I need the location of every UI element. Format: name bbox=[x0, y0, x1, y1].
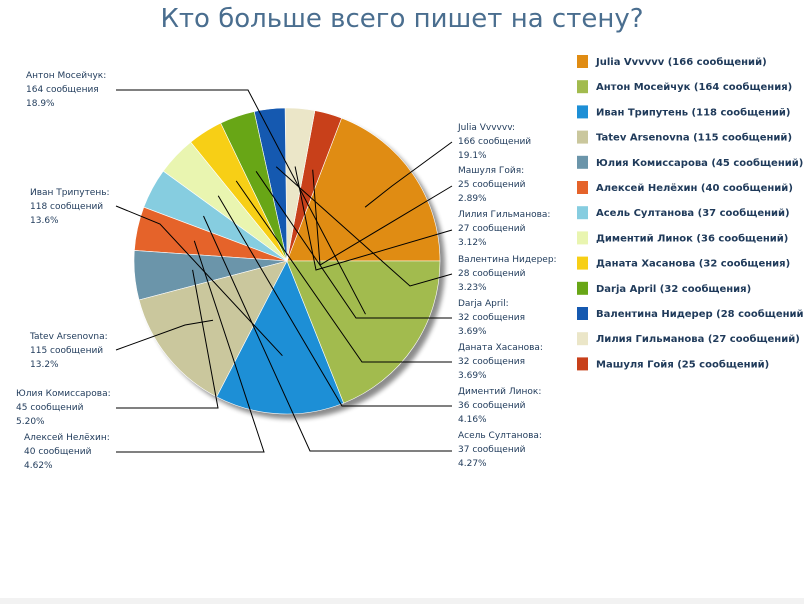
data-label-валентина-нидерер: Валентина Нидерер: bbox=[458, 255, 557, 265]
data-label-диментий-линок: Диментий Линок: bbox=[458, 387, 541, 397]
data-label-алексей-нелёхин: 40 сообщений bbox=[24, 447, 92, 457]
legend-swatch-алексей-нелёхин bbox=[577, 181, 588, 194]
data-label-асель-султанова: 4.27% bbox=[458, 459, 487, 469]
leader-line-даната-хасанова bbox=[235, 180, 452, 363]
data-label-валентина-нидерер: 3.23% bbox=[458, 283, 487, 293]
legend-item-валентина-нидерер: Валентина Нидерер (28 сообщений) bbox=[596, 308, 804, 320]
legend-item-асель-султанова: Асель Султанова (37 сообщений) bbox=[596, 207, 790, 219]
leader-line-иван-трипутень bbox=[115, 205, 283, 357]
data-label-julia-vvvvvv: 19.1% bbox=[458, 151, 487, 161]
data-label-лилия-гильманова: 27 сообщений bbox=[458, 224, 526, 234]
legend-swatch-машуля-гойя bbox=[577, 357, 588, 371]
data-label-алексей-нелёхин: 4.62% bbox=[24, 461, 53, 471]
data-label-юлия-комиссарова: Юлия Комиссарова: bbox=[16, 389, 111, 399]
data-label-julia-vvvvvv: Julia Vvvvvv: bbox=[457, 123, 515, 133]
legend-swatch-валентина-нидерер bbox=[577, 307, 588, 320]
data-label-лилия-гильманова: Лилия Гильманова: bbox=[458, 210, 550, 220]
data-label-julia-vvvvvv: 166 сообщений bbox=[458, 137, 531, 147]
data-label-tatev-arsenovna: 13.2% bbox=[30, 360, 59, 370]
data-label-darja-april: 3.69% bbox=[458, 327, 487, 337]
chart-title: Кто больше всего пишет на стену? bbox=[160, 4, 644, 34]
legend-item-даната-хасанова: Даната Хасанова (32 сообщения) bbox=[596, 258, 790, 270]
bottom-bar bbox=[0, 598, 804, 604]
leader-line-юлия-комиссарова bbox=[116, 269, 219, 409]
legend-swatch-юлия-комиссарова bbox=[577, 155, 588, 169]
legend-swatch-иван-трипутень bbox=[577, 105, 588, 119]
leader-line-антон-мосейчук bbox=[116, 89, 366, 315]
leader-line-валентина-нидерер bbox=[275, 166, 453, 287]
legend-item-алексей-нелёхин: Алексей Нелёхин (40 сообщений) bbox=[596, 182, 793, 194]
data-label-darja-april: 32 сообщения bbox=[458, 313, 525, 323]
data-label-лилия-гильманова: 3.12% bbox=[458, 238, 487, 248]
legend-swatch-асель-султанова bbox=[577, 206, 588, 220]
legend-item-машуля-гойя: Машуля Гойя (25 сообщений) bbox=[596, 358, 769, 370]
legend-swatch-антон-мосейчук bbox=[577, 80, 588, 94]
data-label-даната-хасанова: Даната Хасанова: bbox=[458, 343, 543, 353]
data-label-tatev-arsenovna: Tatev Arsenovna: bbox=[29, 332, 108, 342]
legend-item-tatev-arsenovna: Tatev Arsenovna (115 сообщений) bbox=[596, 132, 792, 144]
leader-line-darja-april bbox=[255, 171, 452, 319]
leader-line-tatev-arsenovna bbox=[115, 319, 214, 351]
legend-item-иван-трипутень: Иван Трипутень (118 сообщений) bbox=[596, 106, 790, 118]
pie-slice-julia-vvvvvv bbox=[286, 117, 441, 262]
data-label-антон-мосейчук: 164 сообщения bbox=[26, 85, 99, 95]
data-label-диментий-линок: 36 сообщений bbox=[458, 401, 526, 411]
legend-item-антон-мосейчук: Антон Мосейчук (164 сообщения) bbox=[596, 81, 792, 93]
leader-line-диментий-линок bbox=[217, 195, 452, 407]
legend-item-julia-vvvvvv: Julia Vvvvvv (166 сообщений) bbox=[595, 56, 767, 68]
data-label-darja-april: Darja April: bbox=[458, 299, 509, 309]
pie-slice-иван-трипутень bbox=[216, 260, 345, 415]
data-label-машуля-гойя: 25 сообщений bbox=[458, 180, 526, 190]
leader-line-julia-vvvvvv bbox=[364, 141, 453, 208]
legend-swatch-даната-хасанова bbox=[577, 256, 588, 270]
data-label-асель-султанова: Асель Султанова: bbox=[458, 431, 542, 441]
data-label-даната-хасанова: 32 сообщения bbox=[458, 357, 525, 367]
data-label-юлия-комиссарова: 45 сообщений bbox=[16, 403, 84, 413]
legend-item-darja-april: Darja April (32 сообщения) bbox=[596, 283, 751, 295]
legend-item-лилия-гильманова: Лилия Гильманова (27 сообщений) bbox=[596, 333, 800, 345]
legend-swatch-tatev-arsenovna bbox=[577, 130, 588, 144]
legend-item-диментий-линок: Диментий Линок (36 сообщений) bbox=[596, 232, 788, 244]
leader-line-алексей-нелёхин bbox=[116, 240, 265, 453]
leader-line-лилия-гильманова bbox=[294, 166, 453, 271]
legend-swatch-julia-vvvvvv bbox=[577, 55, 588, 68]
data-label-машуля-гойя: Машуля Гойя: bbox=[458, 166, 524, 176]
data-label-антон-мосейчук: 18.9% bbox=[26, 99, 55, 109]
data-label-валентина-нидерер: 28 сообщений bbox=[458, 269, 526, 279]
legend-swatch-лилия-гильманова bbox=[577, 332, 588, 346]
legend-swatch-darja-april bbox=[577, 281, 588, 295]
leader-line-асель-султанова bbox=[203, 215, 452, 452]
data-label-иван-трипутень: 13.6% bbox=[30, 216, 59, 226]
data-label-юлия-комиссарова: 5.20% bbox=[16, 417, 45, 427]
legend-swatch-диментий-линок bbox=[577, 231, 588, 245]
data-label-даната-хасанова: 3.69% bbox=[458, 371, 487, 381]
pie-slice-tatev-arsenovna bbox=[138, 260, 288, 398]
legend-item-юлия-комиссарова: Юлия Комиссарова (45 сообщений) bbox=[596, 157, 803, 169]
data-label-машуля-гойя: 2.89% bbox=[458, 194, 487, 204]
data-label-tatev-arsenovna: 115 сообщений bbox=[30, 346, 103, 356]
data-label-иван-трипутень: 118 сообщений bbox=[30, 202, 103, 212]
data-label-асель-султанова: 37 сообщений bbox=[458, 445, 526, 455]
data-label-алексей-нелёхин: Алексей Нелёхин: bbox=[24, 433, 110, 443]
data-label-антон-мосейчук: Антон Мосейчук: bbox=[26, 71, 106, 81]
data-label-диментий-линок: 4.16% bbox=[458, 415, 487, 425]
data-label-иван-трипутень: Иван Трипутень: bbox=[30, 188, 110, 198]
